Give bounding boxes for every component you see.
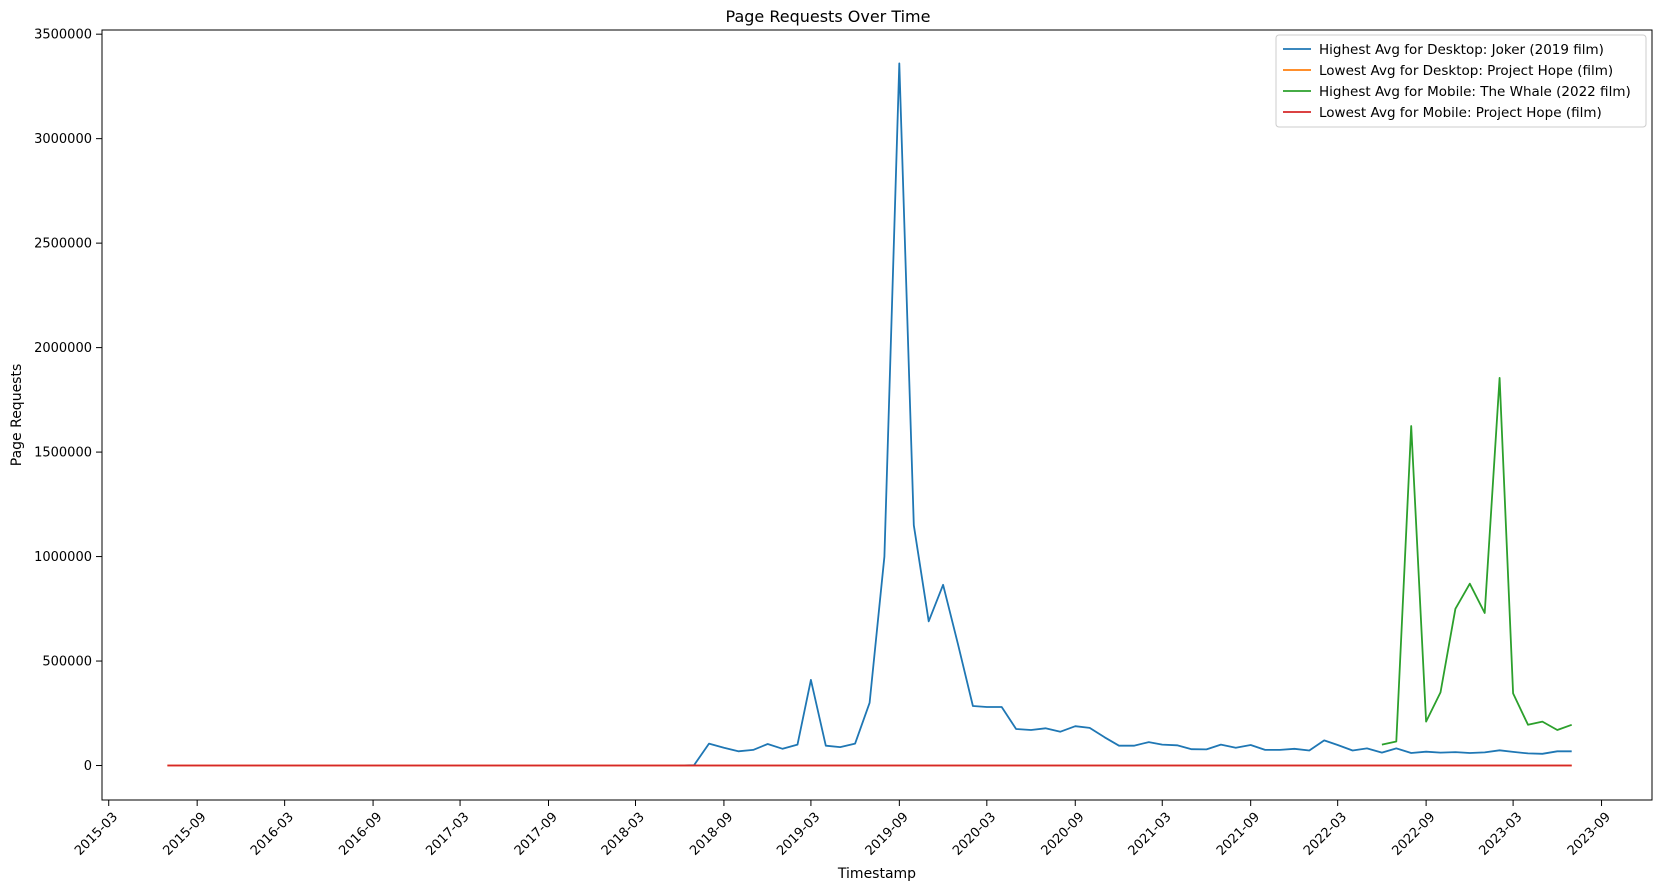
legend: Highest Avg for Desktop: Joker (2019 fil… bbox=[1275, 34, 1647, 128]
series-line-1 bbox=[679, 62, 1572, 767]
legend-label: Highest Avg for Desktop: Joker (2019 fil… bbox=[1319, 42, 1604, 58]
y-axis-title: Page Requests bbox=[9, 364, 25, 467]
y-axis: 0 500000 1000000 1500000 2000000 2500000 30000… bbox=[34, 28, 102, 774]
legend-label: Lowest Avg for Mobile: Project Hope (fil… bbox=[1319, 105, 1602, 121]
y-tick-label: 2500000 bbox=[34, 237, 92, 252]
y-tick-label: 1000000 bbox=[34, 550, 92, 565]
plot-area bbox=[167, 62, 1573, 767]
y-tick-label: 3500000 bbox=[34, 28, 92, 43]
legend-box bbox=[1275, 34, 1647, 128]
plot-frame bbox=[101, 29, 1653, 801]
y-tick-label: 500000 bbox=[42, 655, 92, 670]
x-axis-title: Timestamp bbox=[837, 866, 916, 882]
y-tick-label: 1500000 bbox=[34, 446, 92, 461]
y-tick-label: 3000000 bbox=[34, 132, 92, 147]
legend-label: Highest Avg for Mobile: The Whale (2022 … bbox=[1319, 84, 1631, 100]
legend-label: Lowest Avg for Desktop: Project Hope (fi… bbox=[1319, 63, 1613, 79]
chart-title: Page Requests Over Time bbox=[726, 7, 931, 26]
y-tick-label: 0 bbox=[84, 759, 92, 774]
series-line-3 bbox=[1381, 376, 1573, 746]
y-tick-label: 2000000 bbox=[34, 341, 92, 356]
